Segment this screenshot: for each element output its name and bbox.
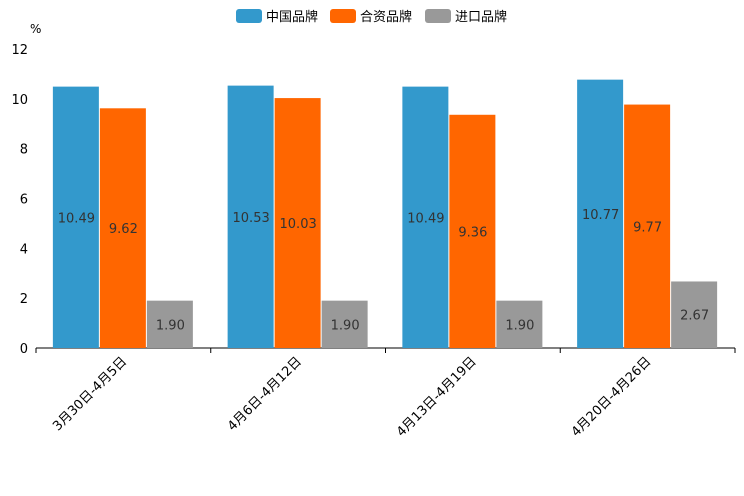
bar <box>624 104 671 348</box>
data-label: 10.53 <box>233 211 270 226</box>
bar <box>449 114 496 348</box>
x-axis: 3月30日-4月5日 4月6日-4月12日 4月13日-4月19日 4月20日-4月2… <box>35 347 736 440</box>
x-tick-label: 4月6日-4月12日 <box>225 354 305 434</box>
bar <box>274 98 321 348</box>
y-tick-label: 12 <box>11 43 28 58</box>
x-tick-label: 3月30日-4月5日 <box>50 354 130 434</box>
data-label: 2.67 <box>680 309 709 324</box>
data-label: 9.77 <box>633 220 662 235</box>
data-label: 9.36 <box>458 225 487 240</box>
legend: 中国品牌 合资品牌 进口品牌 <box>236 9 507 25</box>
legend-item-label: 中国品牌 <box>266 9 318 25</box>
legend-item-label: 进口品牌 <box>455 9 507 25</box>
bar <box>671 281 718 348</box>
bar <box>321 300 368 348</box>
y-tick-label: 6 <box>20 193 28 208</box>
legend-swatch <box>236 9 262 23</box>
bar <box>99 108 146 348</box>
bar <box>146 300 193 348</box>
bar <box>52 86 99 348</box>
bar <box>402 86 449 348</box>
bar <box>496 300 543 348</box>
y-tick-label: 0 <box>20 342 28 357</box>
y-tick-label: 10 <box>11 93 28 108</box>
y-axis: 0 2 4 6 8 10 12 <box>11 43 28 357</box>
data-labels-group: 10.49 10.53 10.49 10.77 9.62 10.03 9.36 9.77 1.9… <box>58 208 709 334</box>
data-label: 9.62 <box>109 222 138 237</box>
data-label: 1.90 <box>331 318 360 333</box>
legend-swatch <box>330 9 356 23</box>
bars-group <box>52 79 718 349</box>
data-label: 10.49 <box>407 211 444 226</box>
data-label: 1.90 <box>505 318 534 333</box>
x-tick-label: 4月13日-4月19日 <box>394 354 480 440</box>
x-tick-label: 4月20日-4月26日 <box>569 354 655 440</box>
data-label: 10.77 <box>582 208 619 223</box>
y-tick-label: 2 <box>20 292 28 307</box>
bar <box>577 79 624 349</box>
data-label: 1.90 <box>156 318 185 333</box>
y-axis-unit-label: % <box>30 22 41 36</box>
y-tick-label: 4 <box>20 242 28 257</box>
legend-item-label: 合资品牌 <box>360 9 412 25</box>
data-label: 10.49 <box>58 211 95 226</box>
y-tick-label: 8 <box>20 143 28 158</box>
bar <box>227 85 274 348</box>
legend-swatch <box>425 9 451 23</box>
data-label: 10.03 <box>280 217 317 232</box>
